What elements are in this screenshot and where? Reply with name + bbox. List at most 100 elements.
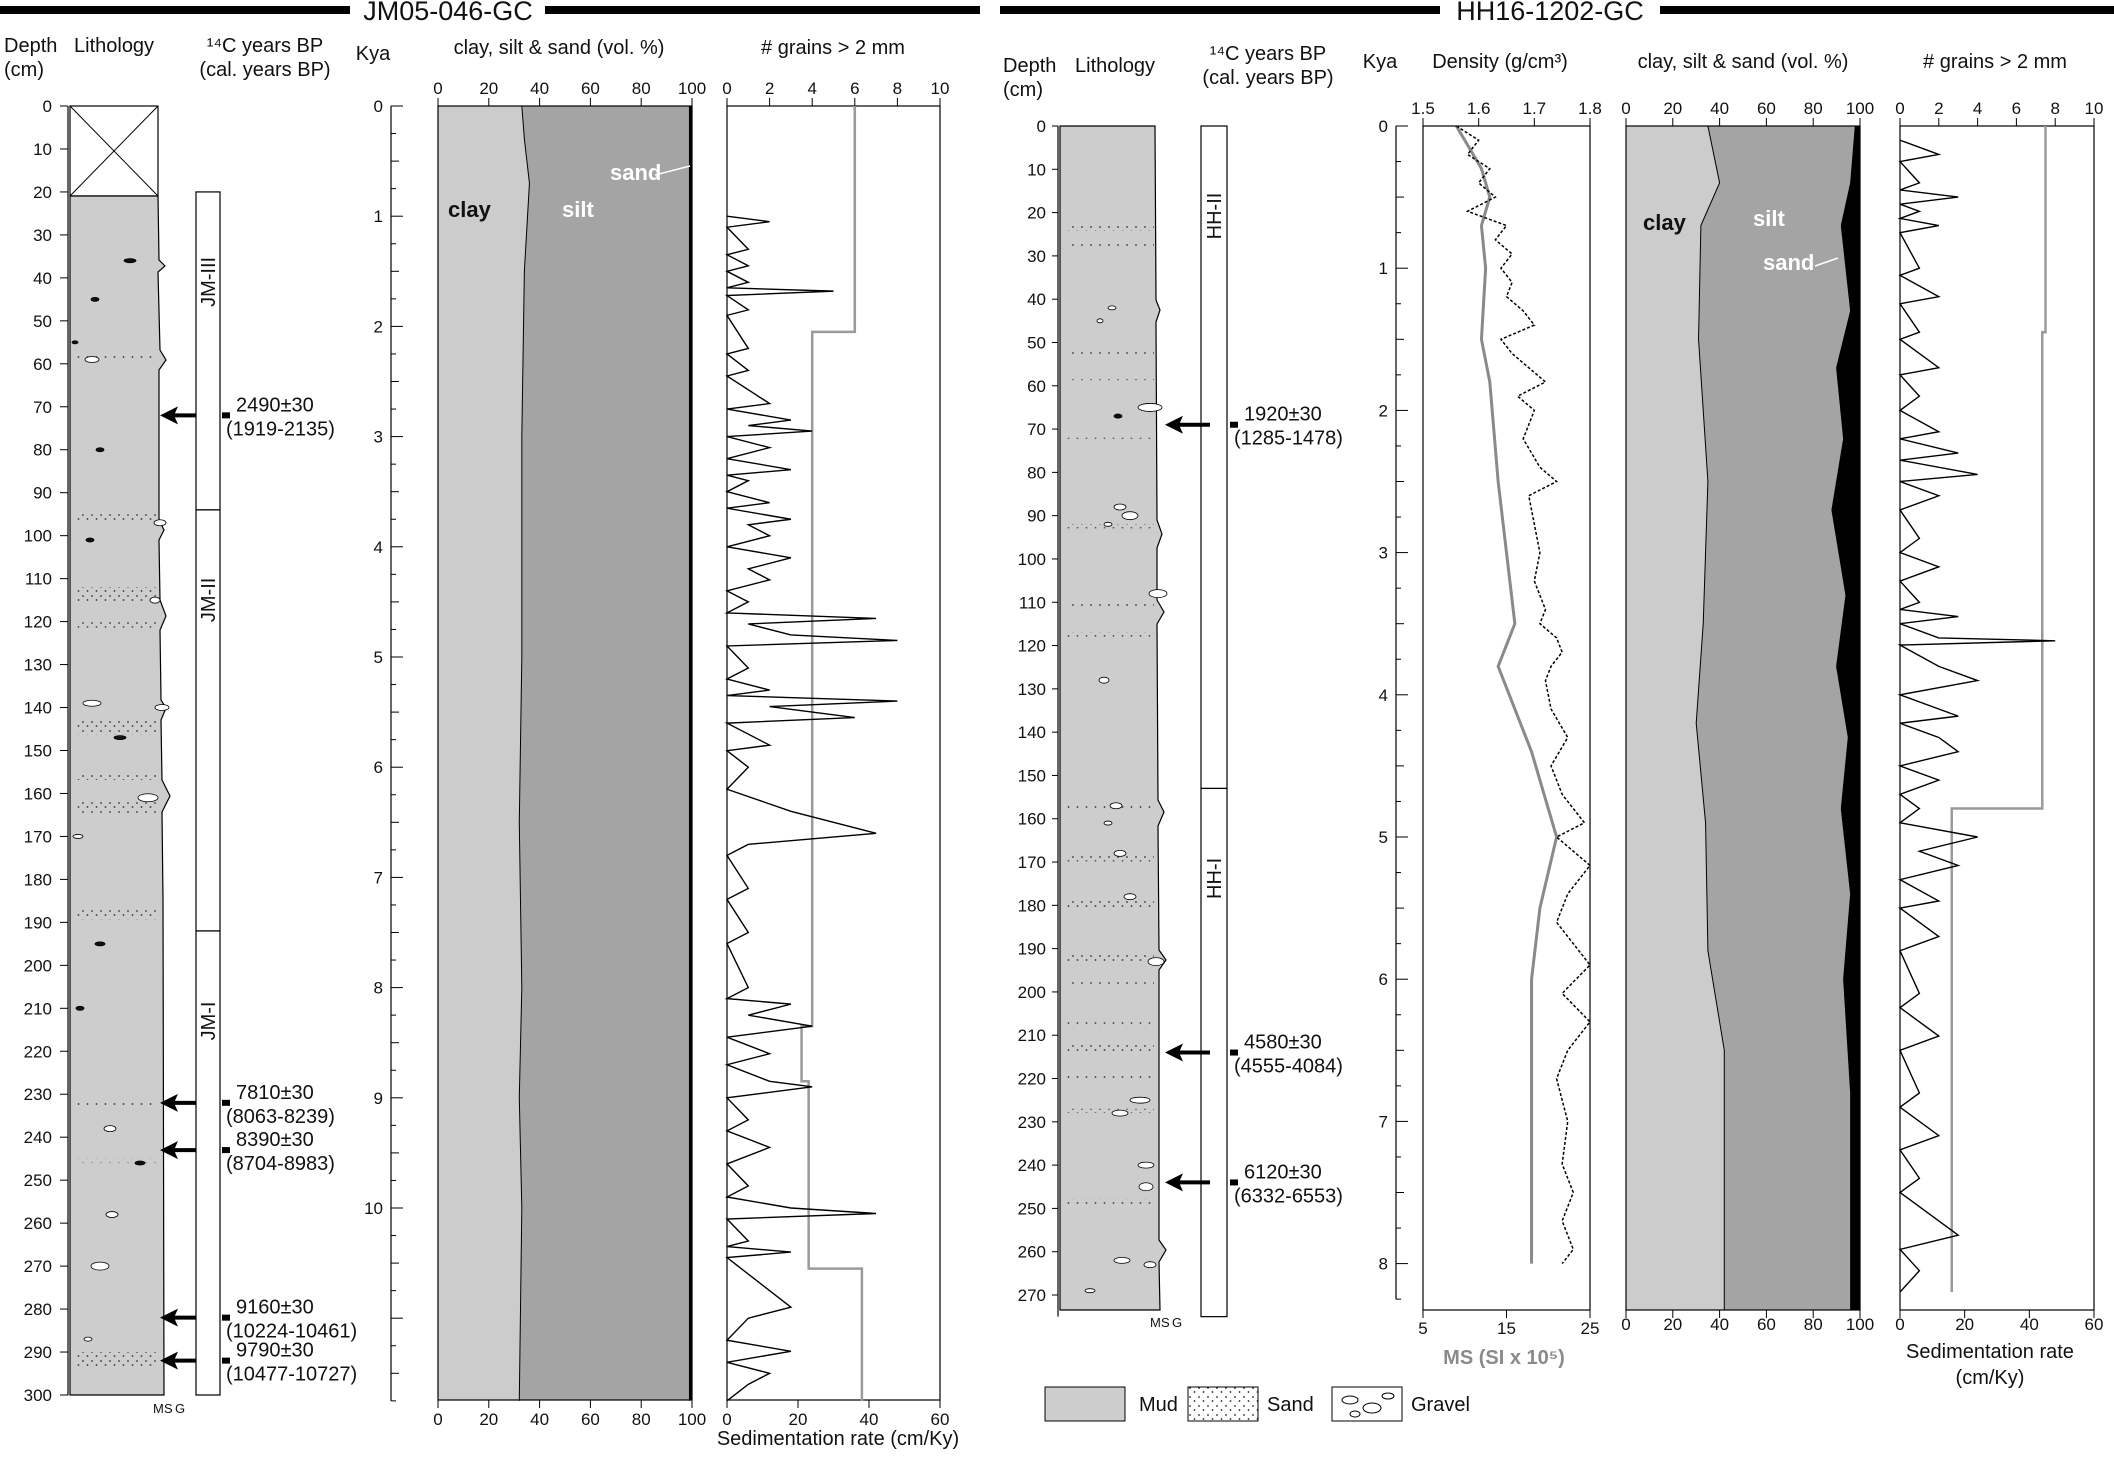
kya-tick-label: 1 [374,207,383,226]
grainsize-bottom-tick: 40 [530,1410,549,1429]
date-arrow-head [160,1093,178,1112]
depth-tick-label: 200 [24,956,52,975]
date-marker [1230,1179,1238,1186]
density-top-tick: 1.7 [1523,99,1547,118]
date-arrow-head [1165,415,1183,434]
right-grains-title: # grains > 2 mm [1923,51,2067,73]
depth-tick-label: 230 [1018,1113,1046,1132]
left-core-title-bar: JM05-046-GC [0,0,980,26]
grainsize-bottom-tick: 20 [1663,1315,1682,1334]
depth-tick-label: 140 [24,699,52,718]
grains-top-tick: 6 [2012,99,2021,118]
unit-label: HH-I [1204,858,1226,899]
date-c14: 4580±30 [1244,1032,1322,1054]
right-age-header: ¹⁴C years BP [1210,43,1326,65]
kya-tick-label: 2 [1379,401,1388,420]
kya-tick-label: 2 [374,317,383,336]
left-grainsize-panel: 0 0 20 20 40 40 60 60 80 80 100 100 clay silt sand [433,79,706,1429]
grainsize-bottom-tick: 60 [1757,1315,1776,1334]
legend-mud-label: Mud [1139,1394,1178,1416]
depth-tick-label: 160 [24,784,52,803]
silt-label: silt [562,197,594,222]
depth-tick-label: 180 [24,870,52,889]
date-cal: (8063-8239) [226,1106,335,1128]
date-c14: 1920±30 [1244,404,1322,426]
depth-tick-label: 280 [24,1300,52,1319]
grains-top-tick: 10 [931,79,950,98]
depth-tick-label: 240 [24,1128,52,1147]
kya-tick-label: 10 [364,1199,383,1218]
left-grains-title: # grains > 2 mm [761,37,905,59]
date-c14: 7810±30 [236,1082,314,1104]
ms-bottom-tick: 15 [1497,1319,1516,1338]
date-c14: 6120±30 [1244,1161,1322,1183]
kya-tick-label: 3 [1379,544,1388,563]
right-lithology-header: Lithology [1075,55,1155,77]
depth-tick-label: 130 [24,656,52,675]
date-arrow-head [1165,1043,1183,1062]
sedrate-bottom-tick: 40 [860,1410,879,1429]
date-arrow-head [1165,1173,1183,1192]
grainsize-top-tick: 60 [1757,99,1776,118]
legend: Mud Sand Gravel [1044,1386,1470,1422]
depth-tick-label: 100 [24,527,52,546]
depth-tick-label: 70 [1027,420,1046,439]
depth-tick-label: 130 [1018,680,1046,699]
left-depth-header: Depth [4,35,57,57]
grainsize-top-tick: 40 [530,79,549,98]
kya-tick-label: 7 [374,868,383,887]
ms-axis-label: MS (SI x 10⁵) [1443,1347,1565,1369]
right-lithology-features [1066,225,1168,1294]
grains-line [724,215,898,1402]
depth-tick-label: 70 [33,398,52,417]
left-grain-scale-g: G [175,1401,185,1416]
depth-tick-label: 190 [24,913,52,932]
grains-line [1897,139,2056,1293]
kya-tick-label: 0 [374,97,383,116]
date-cal: (10477-10727) [226,1364,357,1386]
depth-tick-label: 220 [24,1042,52,1061]
grainsize-bottom-tick: 80 [632,1410,651,1429]
depth-tick-label: 10 [33,140,52,159]
date-arrow-head [160,1308,178,1327]
grainsize-top-tick: 60 [581,79,600,98]
depth-tick-label: 300 [24,1386,52,1405]
right-depth-header: Depth [1003,55,1056,77]
right-kya-header: Kya [1363,51,1398,73]
date-marker [222,412,230,419]
depth-tick-label: 20 [1027,204,1046,223]
right-kya-axis: 0 1 2 3 4 5 6 7 8 [1379,117,1408,1300]
sedrate-bottom-tick: 40 [2020,1315,2039,1334]
left-grains-panel: 0 2 4 6 8 10 0 20 40 60 [722,79,949,1429]
right-sedrate-label: Sedimentation rate [1906,1341,2074,1363]
date-cal: (6332-6553) [1234,1185,1343,1207]
right-core-title-bar: HH16-1202-GC [1000,0,2114,26]
grainsize-bottom-tick: 80 [1804,1315,1823,1334]
sedrate-bottom-tick: 0 [722,1410,731,1429]
depth-tick-label: 200 [1018,983,1046,1002]
right-grain-scale-m: M [1150,1315,1161,1330]
depth-tick-label: 260 [1018,1243,1046,1262]
kya-tick-label: 9 [374,1089,383,1108]
depth-tick-label: 260 [24,1214,52,1233]
silt-label: silt [1753,206,1785,231]
depth-tick-label: 100 [1018,550,1046,569]
date-marker [222,1147,230,1154]
unit-box [195,191,221,511]
depth-tick-label: 50 [33,312,52,331]
grainsize-bottom-tick: 60 [581,1410,600,1429]
depth-tick-label: 110 [1019,593,1046,612]
depth-tick-label: 240 [1018,1156,1046,1175]
sedrate-bottom-tick: 60 [2085,1315,2104,1334]
kya-tick-label: 6 [1379,970,1388,989]
density-line [1455,125,1592,1265]
depth-tick-label: 120 [1018,637,1046,656]
clay-area [437,105,530,1401]
depth-tick-label: 270 [24,1257,52,1276]
depth-tick-label: 0 [1037,117,1046,136]
grains-top-tick: 10 [2085,99,2104,118]
depth-tick-label: 190 [1018,940,1046,959]
clay-label: clay [1643,210,1687,235]
depth-tick-label: 270 [1018,1286,1046,1305]
grainsize-top-tick: 100 [678,79,706,98]
